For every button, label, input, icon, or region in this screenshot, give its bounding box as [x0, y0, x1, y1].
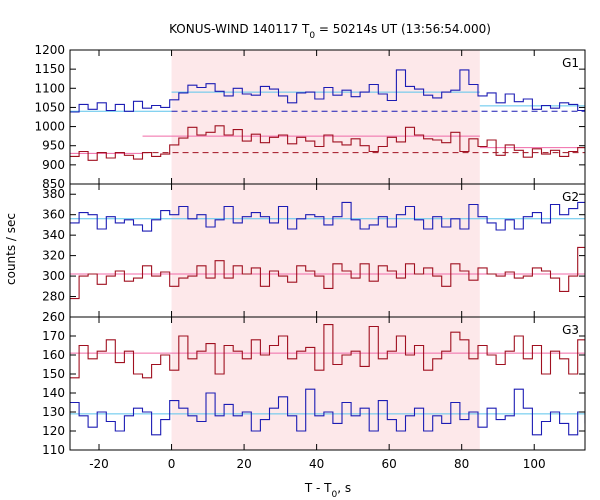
y-tick-label: 380 [42, 187, 65, 201]
x-tick-label: 20 [236, 457, 251, 471]
y-tick-label: 1150 [34, 62, 65, 76]
panel-g1-plot [70, 69, 585, 161]
x-tick-label: 100 [523, 457, 546, 471]
chart-title: KONUS-WIND 140117 T0 = 50214s UT (13:56:… [169, 22, 491, 41]
panel-g2-plot [70, 201, 585, 300]
y-tick-label: 1000 [34, 120, 65, 134]
y-tick-label: 900 [42, 158, 65, 172]
y-tick-label: 1100 [34, 81, 65, 95]
series-red-line [70, 246, 585, 300]
highlight-interval [171, 50, 480, 450]
y-tick-label: 130 [42, 405, 65, 419]
y-tick-label: 280 [42, 290, 65, 304]
y-tick-label: 950 [42, 139, 65, 153]
y-tick-label: 110 [42, 443, 65, 457]
x-tick-label: 0 [168, 457, 176, 471]
panel-g3: 110 120 130 140 150 160 170 G3 [42, 316, 586, 457]
y-tick-label: 170 [42, 329, 65, 343]
y-tick-label: 850 [42, 177, 65, 191]
x-tick-label: -20 [89, 457, 109, 471]
x-axis-label: T - T0, s [304, 481, 351, 500]
x-tick-label: 40 [309, 457, 324, 471]
series-blue-line [70, 201, 585, 232]
panel-frame [69, 316, 586, 451]
series-blue-line [70, 388, 585, 436]
y-tick-label: 340 [42, 228, 65, 242]
series-blue-line [70, 69, 585, 113]
y-tick-label: 260 [42, 310, 65, 324]
panel-label-g1: G1 [562, 56, 579, 70]
y-tick-label: 150 [42, 367, 65, 381]
panel-label-g2: G2 [562, 190, 579, 204]
y-tick-label: 120 [42, 424, 65, 438]
x-tick-label: 80 [454, 457, 469, 471]
y-tick-label: 1200 [34, 43, 65, 57]
y-tick-label: 1050 [34, 100, 65, 114]
plot-area: 85090095010001050110011501200G1260280300… [34, 43, 586, 471]
x-tick-label: 60 [382, 457, 397, 471]
panel-g3-plot [70, 324, 585, 436]
y-tick-label: 140 [42, 386, 65, 400]
series-red-line [70, 324, 585, 379]
panel-label-g3: G3 [562, 323, 579, 337]
y-tick-label: 360 [42, 208, 65, 222]
series-red-line [70, 125, 585, 161]
y-tick-label: 300 [42, 269, 65, 283]
y-tick-label: 160 [42, 348, 65, 362]
y-axis-label: counts / sec [4, 213, 18, 285]
y-tick-label: 320 [42, 249, 65, 263]
